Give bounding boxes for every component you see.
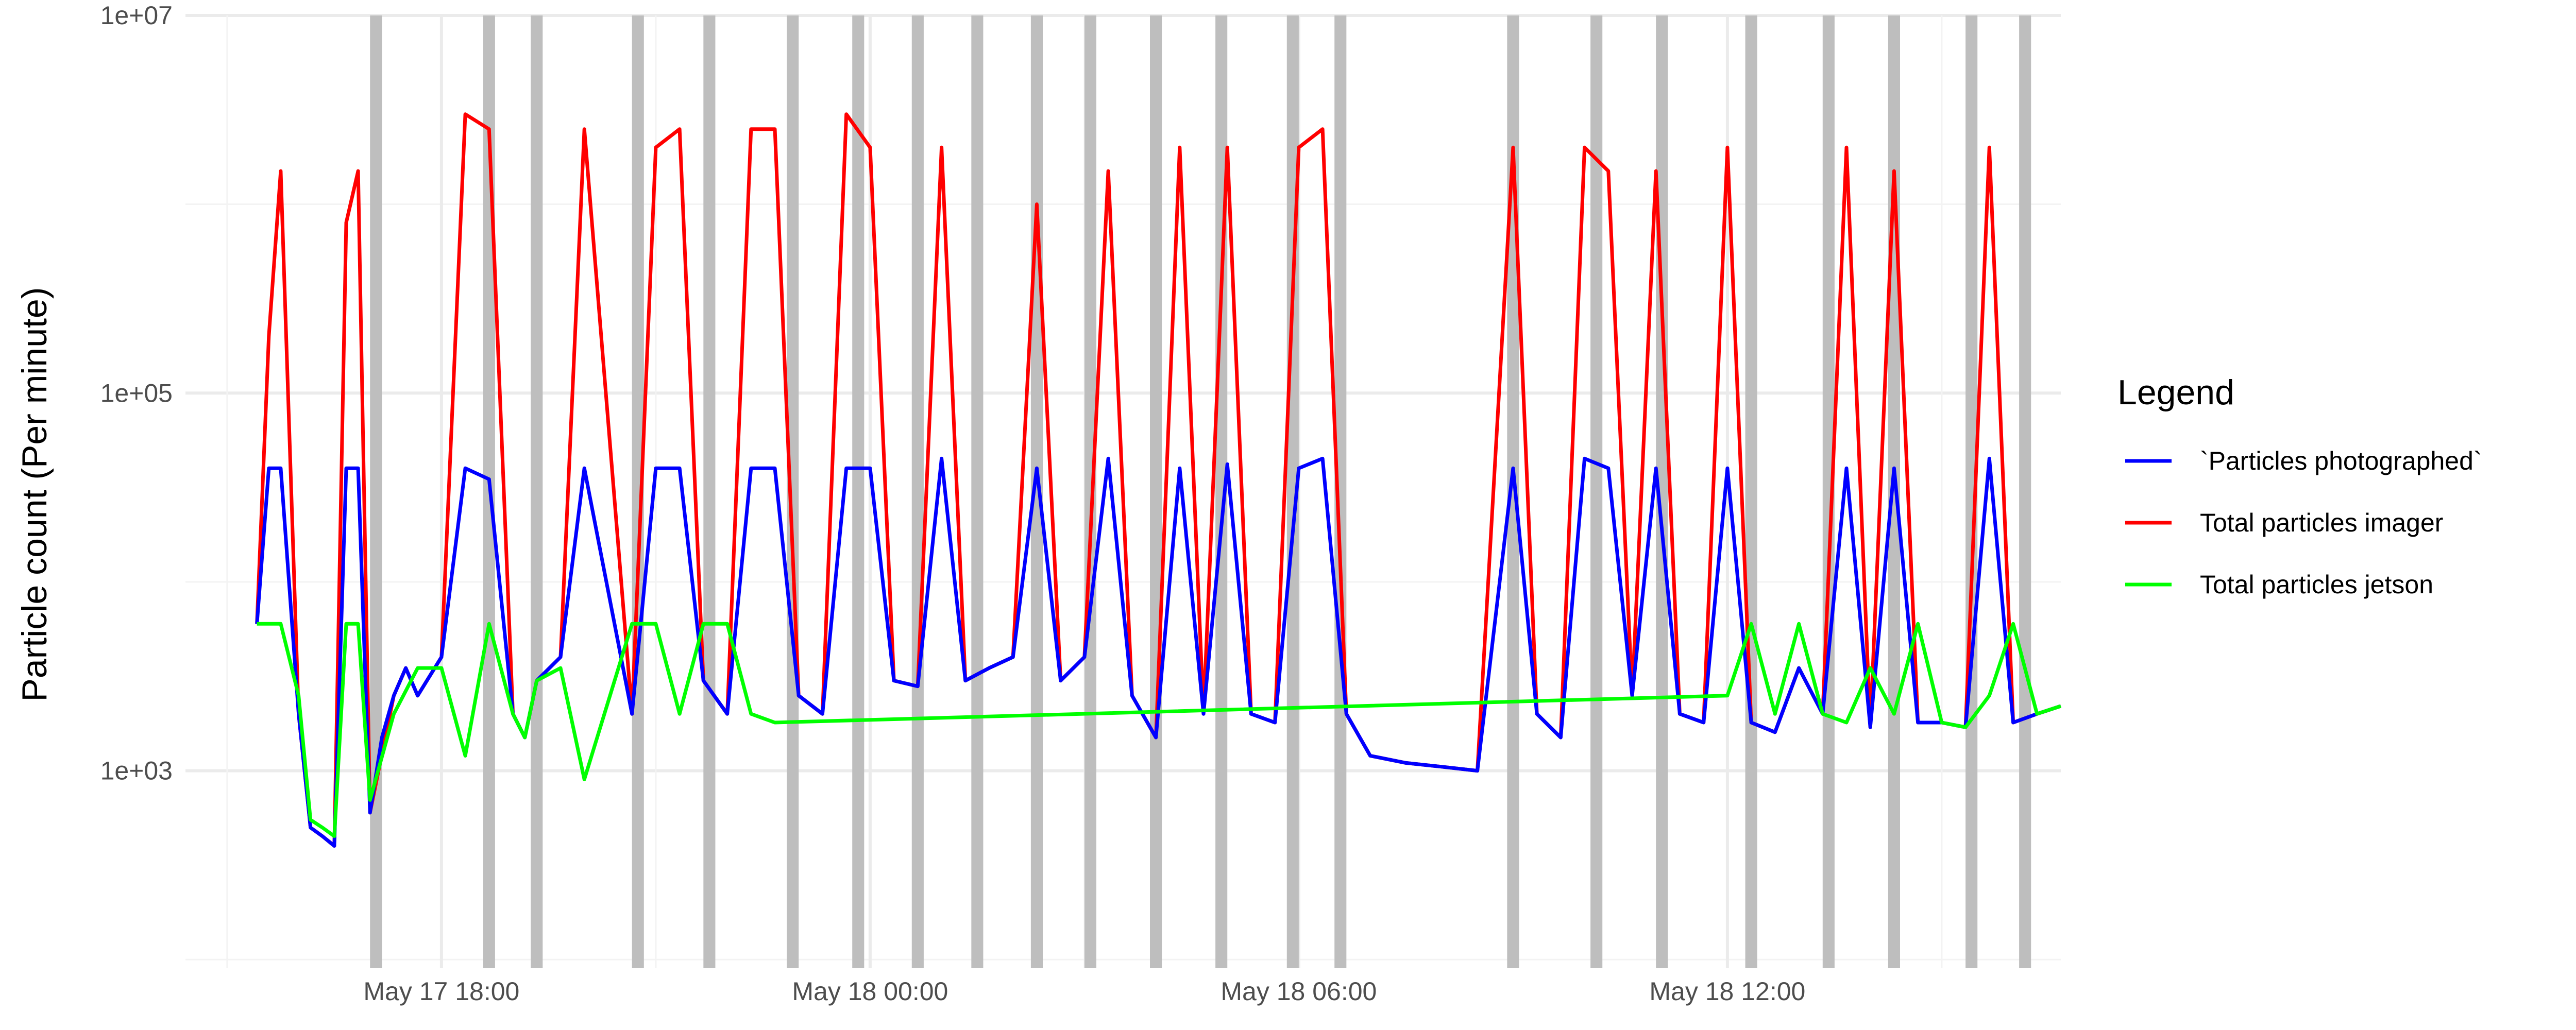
shaded-interval-bar bbox=[1334, 15, 1347, 968]
legend-label-2: Total particles jetson bbox=[2200, 570, 2433, 599]
axis-layer: 1e+03 1e+05 1e+07 May 17 18:00 May 18 00:00 M… bbox=[100, 1, 1806, 1006]
x-tick-label: May 18 12:00 bbox=[1649, 977, 1805, 1006]
shaded-intervals bbox=[370, 15, 2031, 968]
series-line-2 bbox=[257, 622, 2062, 838]
x-tick-label: May 18 00:00 bbox=[792, 977, 948, 1006]
series-line-0 bbox=[255, 456, 2062, 848]
series-layer bbox=[255, 112, 2062, 848]
y-tick-label: 1e+03 bbox=[100, 757, 173, 785]
x-tick-label: May 17 18:00 bbox=[363, 977, 519, 1006]
shaded-interval-bar bbox=[911, 15, 924, 968]
shaded-interval-bar bbox=[971, 15, 984, 968]
shaded-interval-bar bbox=[787, 15, 799, 968]
legend-title: Legend bbox=[2117, 373, 2234, 412]
shaded-interval-bar bbox=[632, 15, 644, 968]
shaded-interval-bar bbox=[1084, 15, 1096, 968]
shaded-interval-bar bbox=[1965, 15, 1978, 968]
x-tick-label: May 18 06:00 bbox=[1221, 977, 1377, 1006]
shaded-interval-bar bbox=[852, 15, 865, 968]
y-axis-title: Particle count (Per minute) bbox=[15, 287, 54, 702]
shaded-interval-bar bbox=[531, 15, 543, 968]
shaded-interval-bar bbox=[1745, 15, 1757, 968]
shaded-interval-bar bbox=[703, 15, 716, 968]
y-tick-label: 1e+07 bbox=[100, 1, 173, 30]
shaded-interval-bar bbox=[1590, 15, 1603, 968]
shaded-interval-bar bbox=[1822, 15, 1835, 968]
legend-label-0: `Particles photographed` bbox=[2200, 447, 2482, 475]
y-tick-label: 1e+05 bbox=[100, 379, 173, 407]
legend-label-1: Total particles imager bbox=[2200, 508, 2443, 537]
shaded-interval-bar bbox=[1150, 15, 1162, 968]
shaded-interval-bar bbox=[370, 15, 382, 968]
shaded-interval-bar bbox=[2019, 15, 2031, 968]
shaded-interval-bar bbox=[1888, 15, 1900, 968]
legend: Legend `Particles photographed` Total par… bbox=[2117, 373, 2482, 599]
